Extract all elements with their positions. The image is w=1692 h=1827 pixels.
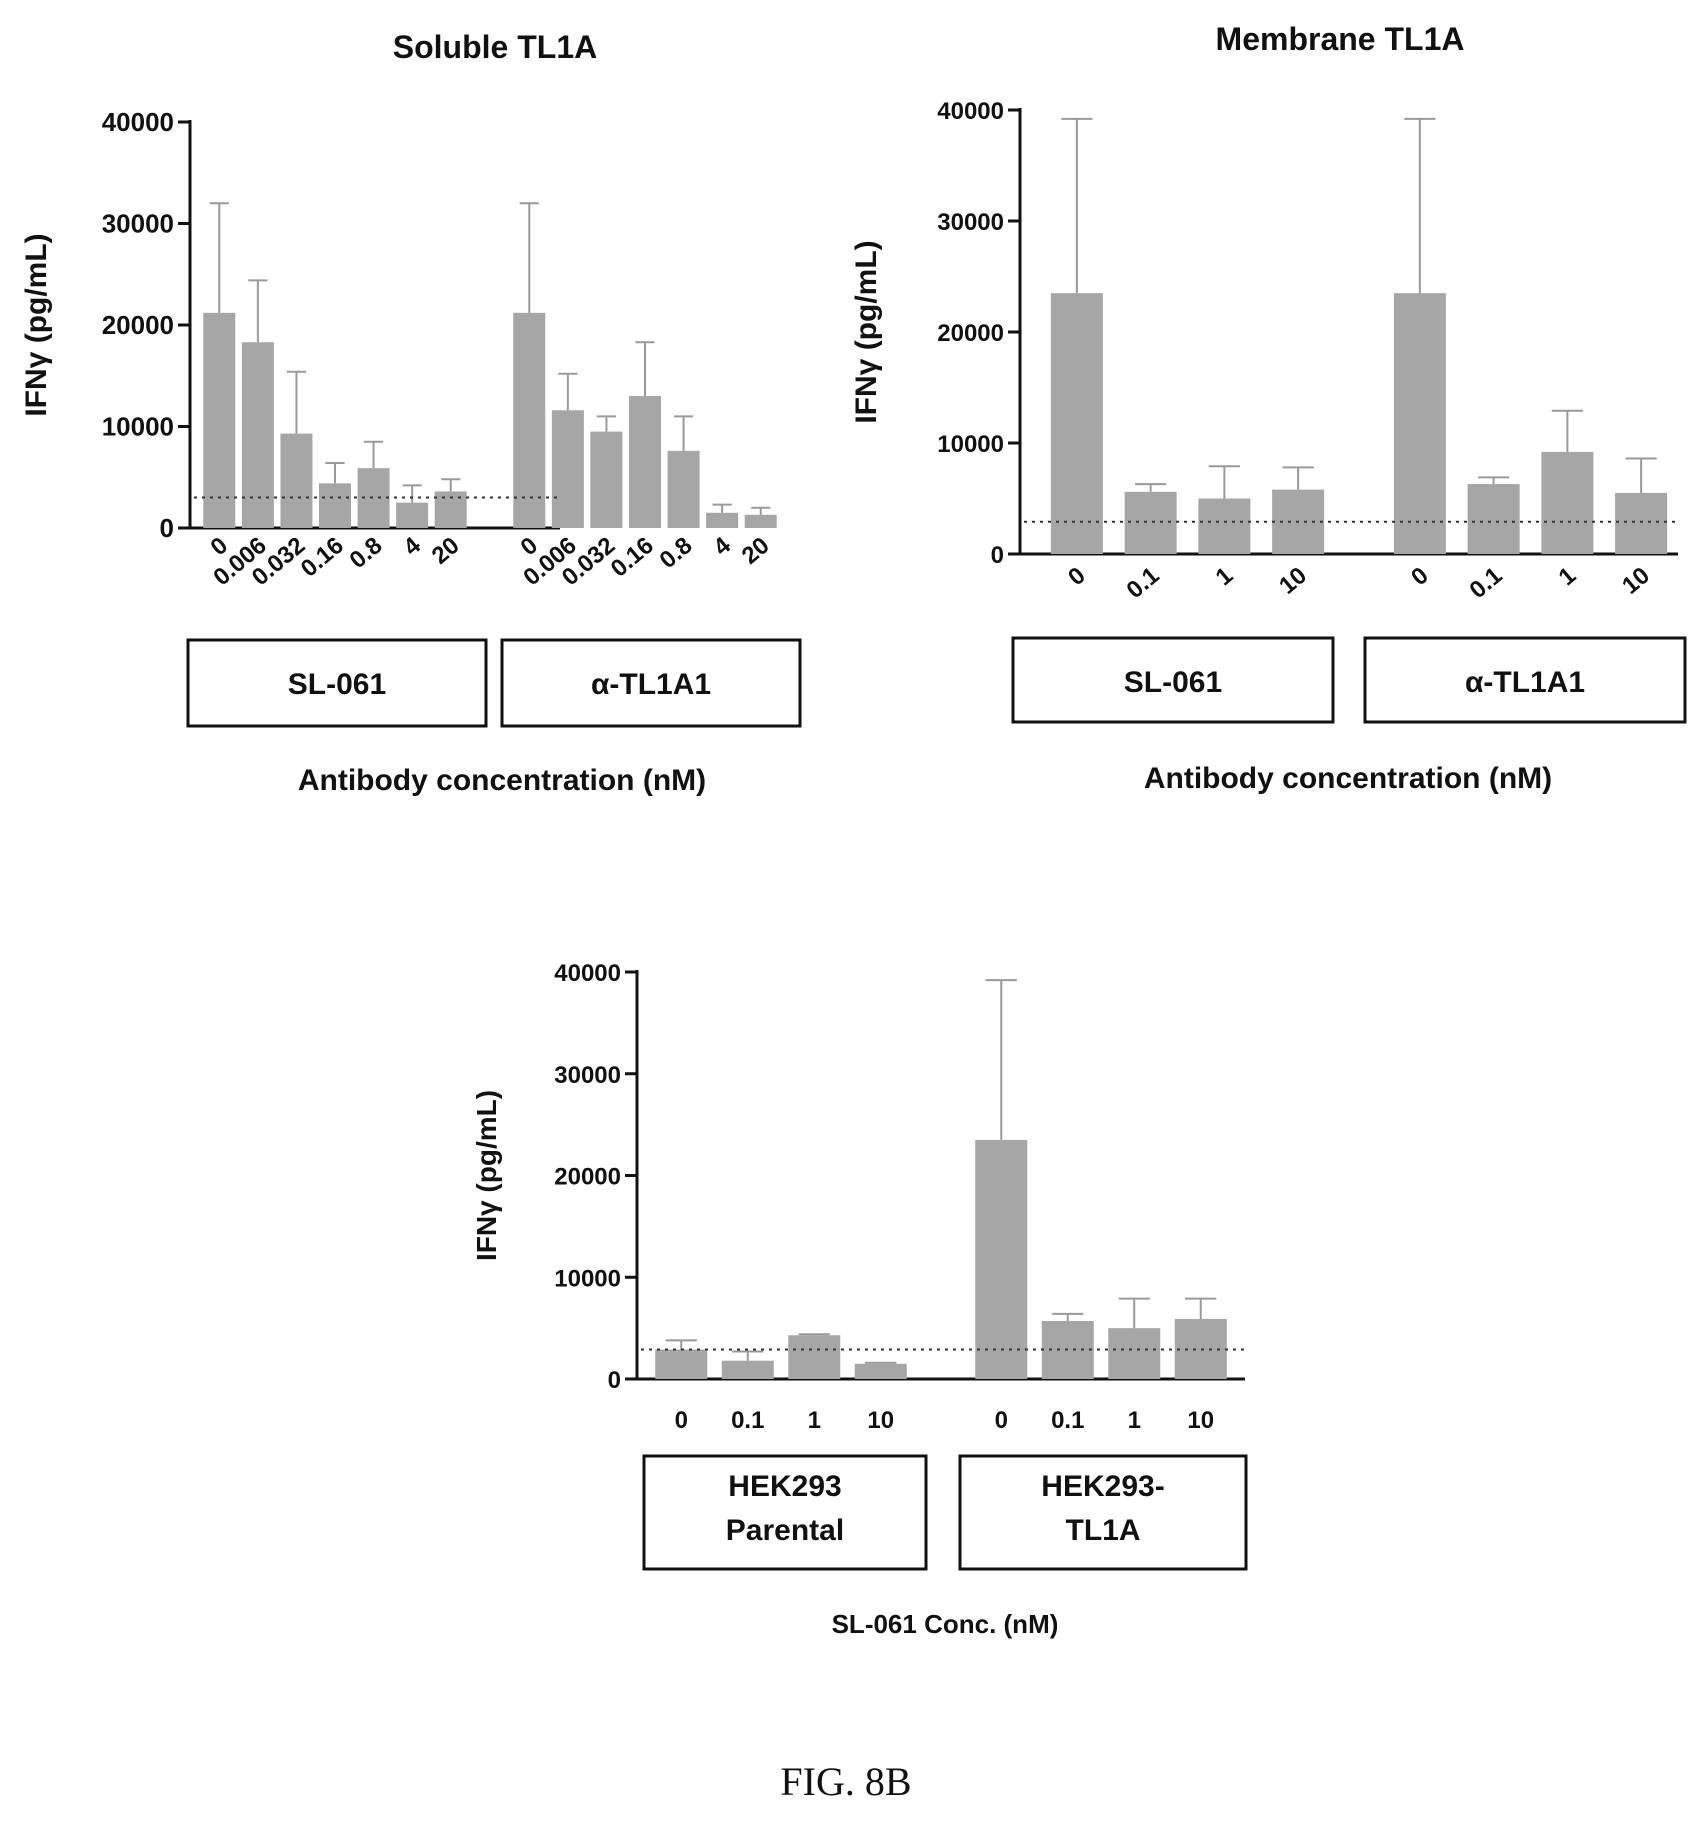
group-label: HEK293 Parental [726,1470,844,1547]
x-tick-label: 0 [675,1407,688,1434]
x-tick-label: 0 [995,1407,1008,1434]
bar [975,1139,1028,1379]
x-tick-label: 4 [708,532,736,562]
y-tick-label: 30000 [937,209,1004,236]
bar [1393,293,1446,554]
bar [513,312,546,528]
chart-title: Soluble TL1A [393,29,597,65]
x-tick-label: 10 [1187,1407,1214,1434]
bar [706,512,739,528]
group-label: HEK293-TL1A [1041,1470,1164,1547]
bar [788,1335,841,1379]
x-tick-label: 0.1 [731,1407,764,1434]
group-box [186,638,488,728]
x-tick-label: 1 [1554,562,1582,591]
bar [1467,484,1520,554]
y-tick-label: 10000 [937,431,1004,458]
bar [1198,498,1251,554]
x-tick-label: 1 [808,1407,821,1434]
y-tick-label: 0 [160,513,174,543]
bar [629,396,661,528]
group-box [958,1454,1248,1571]
y-tick-label: 20000 [937,320,1004,347]
x-tick-label: 0 [1406,562,1434,591]
bar [655,1349,708,1379]
y-axis-label: IFNγ (pg/mL) [20,233,53,416]
y-tick-label: 10000 [102,412,174,442]
group-box [1363,636,1687,724]
y-tick-label: 20000 [554,1164,621,1191]
x-tick-label: 0.1 [1051,1407,1084,1434]
x-tick-label: 10 [1617,562,1655,600]
y-tick-label: 40000 [102,107,174,137]
bar [590,431,623,528]
bar [1541,451,1594,554]
group-box [1011,636,1335,724]
bar [744,514,777,528]
x-tick-label: 0 [1063,562,1091,591]
x-tick-label: 0.8 [655,532,698,574]
x-tick-label: 0.16 [606,532,659,583]
x-tick-label: 10 [1274,562,1312,600]
x-tick-label: 1 [1211,562,1239,591]
group-box [500,638,802,728]
bar [203,312,236,528]
x-axis-label: Antibody concentration (nM) [298,764,706,797]
bar [667,450,700,528]
bar [1124,491,1177,554]
bar [280,433,313,528]
group-label: SL-061 [288,668,386,701]
bar [1615,492,1668,554]
bar [396,502,429,528]
bar [1050,293,1103,554]
y-tick-label: 10000 [554,1265,621,1292]
y-tick-label: 40000 [554,960,621,987]
soluble-tl1a-chart: Soluble TL1A IFNγ (pg/mL) 0 10000 20000 30000… [20,29,802,797]
membrane-tl1a-chart: Membrane TL1A IFNγ (pg/mL) 0 10000 20000 3000… [850,21,1687,795]
y-tick-label: 30000 [554,1062,621,1089]
x-tick-label: 1 [1128,1407,1141,1434]
group-label: SL-061 [1124,666,1222,699]
figure-label: FIG. 8B [780,1759,911,1804]
bar [319,483,351,528]
y-tick-label: 0 [608,1367,621,1394]
bar [551,410,584,528]
x-tick-label: 0.16 [296,532,349,583]
x-axis-label: Antibody concentration (nM) [1144,762,1552,795]
group-label: α-TL1A1 [1465,666,1585,699]
y-tick-label: 20000 [102,310,174,340]
bar [1108,1328,1161,1379]
y-tick-label: 0 [991,542,1004,569]
x-tick-label: 10 [867,1407,894,1434]
x-tick-label: 0.8 [345,532,388,574]
bar [721,1360,774,1379]
y-tick-label: 30000 [102,209,174,239]
x-tick-label: 0.1 [1122,562,1165,604]
bar [241,342,274,528]
group-box [642,1454,928,1571]
x-tick-label: 0.1 [1465,562,1508,604]
chart-title: Membrane TL1A [1216,21,1465,57]
x-axis-label: SL-061 Conc. (nM) [832,1609,1059,1639]
x-tick-label: 20 [737,532,775,570]
group-label: α-TL1A1 [591,668,711,701]
y-tick-label: 40000 [937,98,1004,125]
y-axis-label: IFNγ (pg/mL) [850,240,883,423]
bar [854,1363,907,1379]
x-tick-label: 4 [398,532,426,562]
x-tick-label: 20 [427,532,465,570]
y-axis-label: IFNγ (pg/mL) [471,1090,502,1261]
